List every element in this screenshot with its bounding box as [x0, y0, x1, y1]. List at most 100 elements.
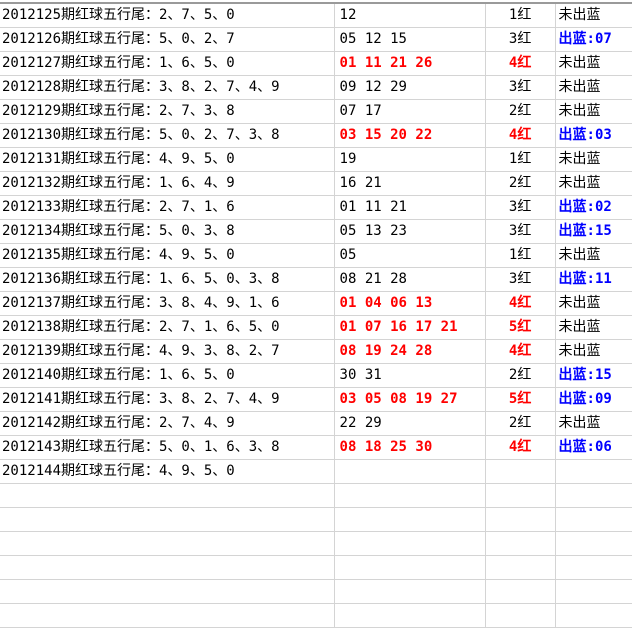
numbers-cell[interactable]: 22 29 — [334, 411, 486, 436]
blue-cell[interactable]: 出蓝:02 — [555, 195, 632, 220]
numbers-cell[interactable]: 03 15 20 22 — [334, 123, 486, 148]
blue-cell[interactable] — [555, 483, 632, 508]
blue-cell[interactable]: 出蓝:06 — [555, 435, 632, 460]
period-cell[interactable]: 2012143期红球五行尾：5、0、1、6、3、8 — [0, 435, 335, 460]
blue-cell[interactable] — [555, 579, 632, 604]
blue-cell[interactable] — [555, 555, 632, 580]
blue-cell[interactable]: 未出蓝 — [555, 75, 632, 100]
count-cell[interactable]: 3红 — [485, 195, 556, 220]
count-cell[interactable] — [485, 603, 556, 628]
numbers-cell[interactable] — [334, 459, 486, 484]
blue-cell[interactable]: 未出蓝 — [555, 291, 632, 316]
numbers-cell[interactable] — [334, 531, 486, 556]
period-cell[interactable]: 2012142期红球五行尾：2、7、4、9 — [0, 411, 335, 436]
count-cell[interactable]: 4红 — [485, 123, 556, 148]
period-cell[interactable] — [0, 483, 335, 508]
blue-cell[interactable]: 未出蓝 — [555, 99, 632, 124]
numbers-cell[interactable]: 03 05 08 19 27 — [334, 387, 486, 412]
blue-cell[interactable] — [555, 507, 632, 532]
count-cell[interactable] — [485, 531, 556, 556]
period-cell[interactable]: 2012140期红球五行尾：1、6、5、0 — [0, 363, 335, 388]
count-cell[interactable]: 4红 — [485, 51, 556, 76]
count-cell[interactable] — [485, 459, 556, 484]
period-cell[interactable]: 2012127期红球五行尾：1、6、5、0 — [0, 51, 335, 76]
numbers-cell[interactable] — [334, 579, 486, 604]
numbers-cell[interactable]: 16 21 — [334, 171, 486, 196]
numbers-cell[interactable]: 07 17 — [334, 99, 486, 124]
period-cell[interactable] — [0, 507, 335, 532]
blue-cell[interactable] — [555, 603, 632, 628]
numbers-cell[interactable]: 01 11 21 — [334, 195, 486, 220]
period-cell[interactable]: 2012126期红球五行尾：5、0、2、7 — [0, 27, 335, 52]
blue-cell[interactable] — [555, 459, 632, 484]
numbers-cell[interactable]: 08 21 28 — [334, 267, 486, 292]
period-cell[interactable]: 2012138期红球五行尾：2、7、1、6、5、0 — [0, 315, 335, 340]
period-cell[interactable]: 2012128期红球五行尾：3、8、2、7、4、9 — [0, 75, 335, 100]
count-cell[interactable]: 2红 — [485, 411, 556, 436]
blue-cell[interactable]: 未出蓝 — [555, 243, 632, 268]
numbers-cell[interactable]: 05 12 15 — [334, 27, 486, 52]
period-cell[interactable]: 2012137期红球五行尾：3、8、4、9、1、6 — [0, 291, 335, 316]
blue-cell[interactable]: 未出蓝 — [555, 51, 632, 76]
blue-cell[interactable]: 出蓝:09 — [555, 387, 632, 412]
numbers-cell[interactable] — [334, 483, 486, 508]
blue-cell[interactable]: 未出蓝 — [555, 411, 632, 436]
count-cell[interactable]: 4红 — [485, 339, 556, 364]
count-cell[interactable]: 3红 — [485, 27, 556, 52]
blue-cell[interactable]: 出蓝:15 — [555, 363, 632, 388]
numbers-cell[interactable]: 19 — [334, 147, 486, 172]
period-cell[interactable]: 2012125期红球五行尾：2、7、5、0 — [0, 4, 335, 28]
blue-cell[interactable] — [555, 531, 632, 556]
count-cell[interactable] — [485, 483, 556, 508]
blue-cell[interactable]: 未出蓝 — [555, 171, 632, 196]
numbers-cell[interactable]: 01 11 21 26 — [334, 51, 486, 76]
count-cell[interactable]: 5红 — [485, 387, 556, 412]
blue-cell[interactable]: 出蓝:07 — [555, 27, 632, 52]
blue-cell[interactable]: 出蓝:03 — [555, 123, 632, 148]
period-cell[interactable]: 2012133期红球五行尾：2、7、1、6 — [0, 195, 335, 220]
period-cell[interactable]: 2012144期红球五行尾：4、9、5、0 — [0, 459, 335, 484]
numbers-cell[interactable]: 12 — [334, 4, 486, 28]
period-cell[interactable]: 2012141期红球五行尾：3、8、2、7、4、9 — [0, 387, 335, 412]
count-cell[interactable]: 1红 — [485, 4, 556, 28]
numbers-cell[interactable]: 01 04 06 13 — [334, 291, 486, 316]
numbers-cell[interactable] — [334, 603, 486, 628]
numbers-cell[interactable]: 05 — [334, 243, 486, 268]
count-cell[interactable]: 2红 — [485, 363, 556, 388]
blue-cell[interactable]: 未出蓝 — [555, 315, 632, 340]
period-cell[interactable] — [0, 531, 335, 556]
count-cell[interactable]: 4红 — [485, 291, 556, 316]
numbers-cell[interactable]: 05 13 23 — [334, 219, 486, 244]
numbers-cell[interactable] — [334, 555, 486, 580]
period-cell[interactable]: 2012131期红球五行尾：4、9、5、0 — [0, 147, 335, 172]
numbers-cell[interactable]: 01 07 16 17 21 — [334, 315, 486, 340]
count-cell[interactable]: 3红 — [485, 219, 556, 244]
period-cell[interactable]: 2012139期红球五行尾：4、9、3、8、2、7 — [0, 339, 335, 364]
count-cell[interactable]: 4红 — [485, 435, 556, 460]
period-cell[interactable]: 2012136期红球五行尾：1、6、5、0、3、8 — [0, 267, 335, 292]
blue-cell[interactable]: 未出蓝 — [555, 147, 632, 172]
blue-cell[interactable]: 出蓝:11 — [555, 267, 632, 292]
numbers-cell[interactable]: 08 19 24 28 — [334, 339, 486, 364]
period-cell[interactable]: 2012134期红球五行尾：5、0、3、8 — [0, 219, 335, 244]
period-cell[interactable]: 2012130期红球五行尾：5、0、2、7、3、8 — [0, 123, 335, 148]
numbers-cell[interactable]: 30 31 — [334, 363, 486, 388]
numbers-cell[interactable]: 09 12 29 — [334, 75, 486, 100]
period-cell[interactable] — [0, 555, 335, 580]
count-cell[interactable] — [485, 579, 556, 604]
period-cell[interactable]: 2012135期红球五行尾：4、9、5、0 — [0, 243, 335, 268]
count-cell[interactable]: 3红 — [485, 267, 556, 292]
count-cell[interactable]: 2红 — [485, 99, 556, 124]
blue-cell[interactable]: 出蓝:15 — [555, 219, 632, 244]
count-cell[interactable]: 1红 — [485, 147, 556, 172]
period-cell[interactable]: 2012132期红球五行尾：1、6、4、9 — [0, 171, 335, 196]
count-cell[interactable]: 2红 — [485, 171, 556, 196]
period-cell[interactable] — [0, 579, 335, 604]
count-cell[interactable]: 1红 — [485, 243, 556, 268]
period-cell[interactable] — [0, 603, 335, 628]
blue-cell[interactable]: 未出蓝 — [555, 339, 632, 364]
numbers-cell[interactable]: 08 18 25 30 — [334, 435, 486, 460]
count-cell[interactable]: 5红 — [485, 315, 556, 340]
period-cell[interactable]: 2012129期红球五行尾：2、7、3、8 — [0, 99, 335, 124]
count-cell[interactable] — [485, 507, 556, 532]
